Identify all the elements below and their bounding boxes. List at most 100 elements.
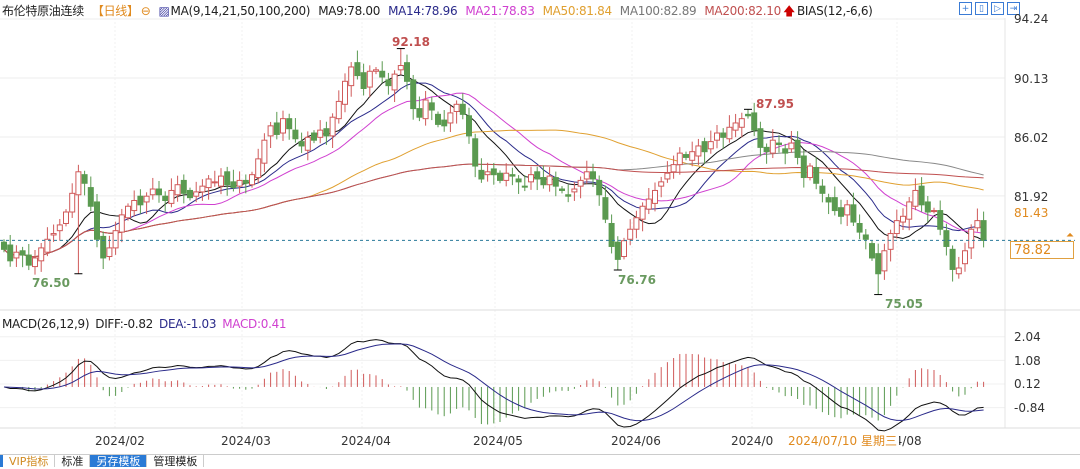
current-price-label: 78.82 bbox=[1010, 241, 1074, 259]
candle-body bbox=[379, 70, 386, 78]
ma14-value: MA14:78.96 bbox=[388, 4, 458, 18]
exit-icon[interactable]: ⇥ bbox=[1007, 2, 1020, 15]
candle-body bbox=[292, 129, 299, 140]
candle-body bbox=[87, 187, 94, 207]
candle-body bbox=[583, 171, 590, 180]
candle-body bbox=[404, 62, 410, 82]
macd-tick: -0.84 bbox=[1014, 401, 1046, 415]
candle-body bbox=[714, 132, 720, 141]
tab-vip-indicators[interactable]: VIP指标 bbox=[0, 455, 56, 468]
candle-body bbox=[546, 175, 553, 186]
candle-body bbox=[844, 204, 851, 216]
candle-body bbox=[224, 171, 231, 186]
candle-body bbox=[645, 198, 652, 210]
candle-body bbox=[373, 69, 379, 72]
annotation-low: 75.05 bbox=[885, 297, 923, 311]
candle-body bbox=[825, 197, 832, 203]
indicator-icon[interactable]: ▨ bbox=[158, 4, 170, 18]
candle-body bbox=[503, 172, 510, 181]
candle-body bbox=[323, 128, 330, 137]
tab-save-template[interactable]: 另存模板 bbox=[90, 455, 148, 468]
candle-body bbox=[273, 122, 280, 135]
candle-body bbox=[912, 189, 919, 207]
settings-icon[interactable]: ⊖ bbox=[140, 4, 151, 18]
candle-body bbox=[571, 188, 578, 193]
candle-body bbox=[540, 177, 547, 186]
candle-body bbox=[949, 248, 956, 270]
candle-body bbox=[484, 171, 491, 176]
candlestick-chart[interactable] bbox=[0, 0, 1080, 455]
tab-standard[interactable]: 标准 bbox=[55, 455, 91, 468]
candle-body bbox=[720, 132, 727, 138]
candle-body bbox=[447, 112, 454, 124]
candle-body bbox=[794, 139, 801, 158]
candle-body bbox=[131, 200, 138, 212]
candle-body bbox=[931, 210, 937, 213]
candle-body bbox=[205, 178, 212, 189]
candle-body bbox=[69, 192, 76, 213]
candle-body bbox=[242, 179, 249, 184]
candle-body bbox=[918, 185, 925, 206]
price-alert-icon[interactable]: ⏶ bbox=[1066, 230, 1074, 241]
candle-body bbox=[565, 194, 572, 197]
candle-body bbox=[211, 181, 218, 184]
candle-body bbox=[441, 119, 448, 127]
tab-manage-templates[interactable]: 管理模板 bbox=[147, 455, 205, 468]
candle-body bbox=[974, 220, 981, 229]
candle-body bbox=[280, 118, 286, 134]
candle-body bbox=[261, 139, 268, 164]
candle-body bbox=[633, 217, 640, 230]
candle-body bbox=[800, 155, 807, 179]
candle-body bbox=[683, 154, 689, 158]
ma-marker-label: 81.43 bbox=[1014, 206, 1049, 220]
candle-body bbox=[528, 174, 534, 183]
period-label[interactable]: 【日线】 bbox=[91, 4, 139, 18]
date-label: 2024/02 bbox=[95, 434, 145, 448]
dea-line bbox=[3, 343, 984, 422]
candle-body bbox=[980, 220, 987, 241]
candle-body bbox=[813, 166, 820, 184]
candle-body bbox=[788, 142, 795, 150]
candle-body bbox=[162, 195, 169, 202]
macd-label: MACD(26,12,9) bbox=[2, 317, 90, 331]
play-icon[interactable]: ▷ bbox=[991, 2, 1004, 15]
candle-body bbox=[125, 205, 131, 219]
annotation-low: 76.50 bbox=[32, 276, 70, 290]
candle-body bbox=[410, 79, 417, 110]
candle-body bbox=[856, 222, 863, 233]
candle-body bbox=[453, 103, 460, 112]
candle-body bbox=[137, 195, 144, 206]
candle-body bbox=[397, 65, 404, 71]
bias-label: BIAS(12,-6,6) bbox=[797, 4, 873, 18]
zoom-in-icon[interactable]: ▯ bbox=[975, 2, 988, 15]
candle-body bbox=[230, 181, 237, 189]
candle-body bbox=[937, 210, 944, 230]
candle-body bbox=[534, 171, 541, 180]
price-tick: 81.92 bbox=[1014, 190, 1049, 204]
candle-body bbox=[100, 235, 107, 259]
candle-body bbox=[707, 141, 714, 150]
ma21-line bbox=[3, 92, 984, 258]
candle-body bbox=[180, 179, 187, 194]
candle-body bbox=[25, 254, 32, 266]
candle-body bbox=[577, 179, 584, 187]
candle-body bbox=[106, 247, 113, 258]
ma9-line bbox=[3, 74, 984, 258]
date-label: 2024/0 bbox=[731, 434, 774, 448]
ma-label: MA(9,14,21,50,100,200) bbox=[170, 4, 311, 18]
candle-body bbox=[695, 145, 702, 157]
crosshair-icon[interactable]: + bbox=[959, 2, 972, 15]
candle-body bbox=[118, 214, 125, 233]
candle-body bbox=[658, 181, 665, 187]
candle-body bbox=[156, 188, 162, 196]
candle-body bbox=[831, 197, 838, 212]
candle-body bbox=[552, 177, 559, 187]
candle-body bbox=[478, 169, 485, 180]
candle-body bbox=[304, 136, 311, 151]
candle-body bbox=[32, 257, 38, 268]
candle-body bbox=[255, 158, 262, 179]
arrow-up-icon[interactable]: 🡅 bbox=[782, 4, 795, 18]
ma200-value: MA200:82.10 bbox=[704, 4, 781, 18]
candle-body bbox=[199, 185, 206, 193]
candle-body bbox=[862, 234, 869, 240]
